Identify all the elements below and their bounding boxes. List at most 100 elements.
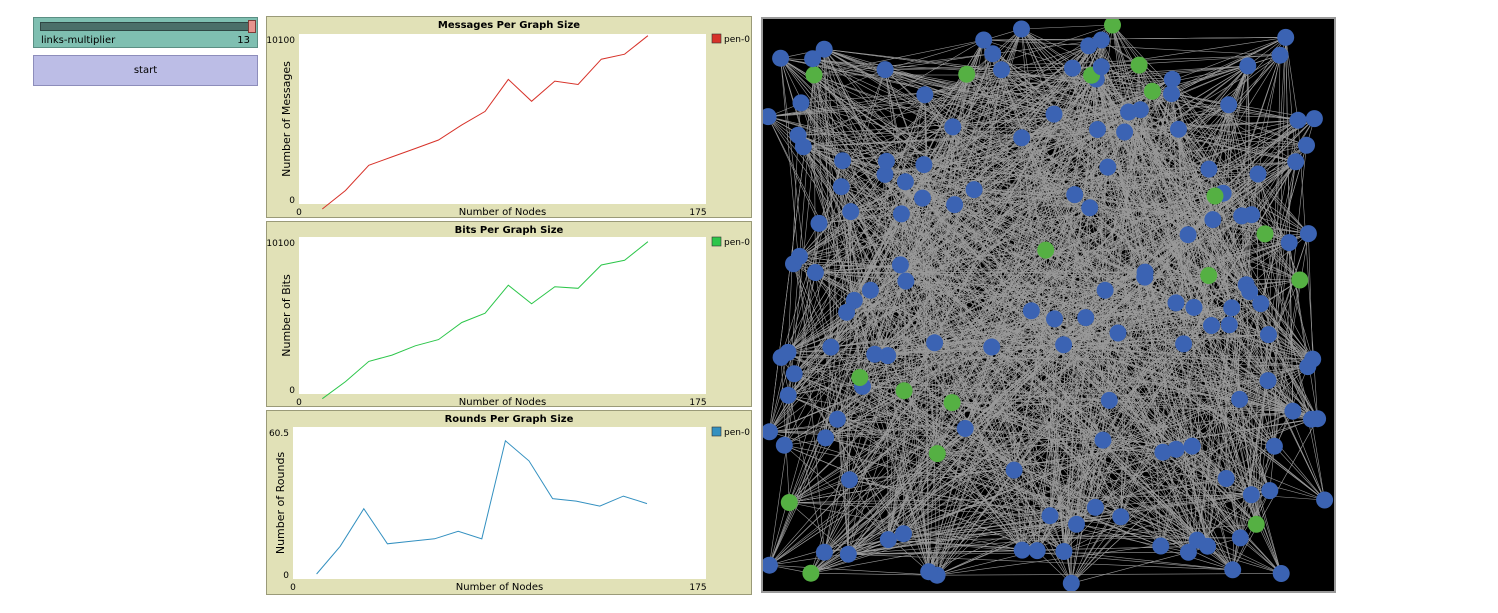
node-blue [1055, 336, 1073, 354]
node-blue [861, 281, 879, 299]
node-blue [839, 545, 857, 563]
node-green [1247, 515, 1265, 533]
node-blue [914, 189, 931, 207]
node-blue [1013, 129, 1031, 147]
node-blue [1028, 542, 1046, 560]
node-blue [956, 420, 974, 437]
node-blue [1163, 70, 1181, 88]
node-green [943, 394, 961, 412]
node-blue [791, 247, 808, 265]
slider-track[interactable] [40, 22, 253, 31]
node-blue [1046, 310, 1063, 328]
node-blue [1249, 165, 1267, 183]
node-blue [1116, 123, 1134, 141]
node-blue [1077, 309, 1095, 327]
node-blue [1277, 28, 1295, 46]
plot-area [293, 427, 706, 579]
node-blue [1086, 498, 1104, 516]
node-blue [1099, 158, 1117, 176]
node-blue [876, 61, 894, 79]
node-blue [1304, 350, 1322, 368]
node-blue [897, 272, 915, 290]
rounds-plot: 60.5 0 0 175 Number of Nodes Number of Rounds… [266, 410, 752, 595]
start-button[interactable]: start [33, 55, 258, 86]
world-view[interactable] [761, 17, 1336, 593]
node-blue [1183, 437, 1201, 455]
node-green [1143, 82, 1161, 100]
x-axis-label: Number of Nodes [459, 207, 546, 218]
node-green [1037, 241, 1055, 259]
node-blue [1167, 294, 1185, 312]
slider-thumb[interactable] [248, 20, 256, 33]
node-blue [806, 264, 824, 281]
node-blue [1013, 20, 1030, 38]
node-blue [965, 181, 983, 199]
node-blue [1089, 121, 1106, 138]
node-blue [915, 156, 933, 174]
node-blue [1152, 537, 1170, 555]
node-blue [1231, 529, 1249, 547]
node-blue [1203, 317, 1220, 334]
node-blue [944, 118, 962, 136]
node-green [780, 494, 798, 511]
node-blue [1100, 391, 1118, 409]
node-blue [1305, 110, 1323, 128]
node-blue [1252, 295, 1270, 313]
node-blue [946, 196, 964, 214]
node-blue [1179, 543, 1197, 561]
node-blue [876, 165, 894, 183]
legend-label: pen-0 [724, 35, 750, 45]
y-max-label: 10100 [267, 36, 295, 46]
node-blue [1068, 515, 1085, 533]
node-blue [896, 173, 914, 191]
node-blue [785, 365, 803, 383]
plot-title: Messages Per Graph Size [437, 20, 581, 31]
node-blue [1241, 283, 1259, 301]
node-green [1200, 267, 1218, 284]
node-blue [1096, 281, 1114, 299]
series-line-pen-0 [321, 35, 649, 210]
bits-plot: 10100 0 0 175 Number of Nodes Number of Bits p… [266, 221, 752, 408]
node-blue [1260, 326, 1277, 344]
links [767, 24, 1325, 584]
links-multiplier-slider[interactable]: links-multiplier 13 [33, 17, 258, 48]
node-blue [975, 31, 993, 49]
node-green [1130, 56, 1148, 74]
node-blue [1092, 31, 1110, 49]
node-blue [822, 338, 840, 356]
node-blue [1303, 410, 1320, 428]
y-axis-label: Number of Bits [280, 274, 293, 357]
plot-title: Rounds Per Graph Size [444, 414, 574, 425]
node-blue [763, 556, 778, 574]
node-blue [1092, 58, 1110, 76]
node-blue [1005, 461, 1023, 479]
node-blue [1239, 57, 1257, 75]
y-max-label: 60.5 [269, 429, 289, 439]
node-green [958, 65, 976, 83]
nodes [763, 19, 1334, 591]
node-blue [1200, 160, 1218, 178]
messages-plot: 10100 0 0 175 Number of Nodes Number of Messa… [266, 16, 752, 218]
node-blue [1062, 574, 1080, 591]
node-blue [1112, 508, 1130, 526]
node-blue [1170, 120, 1187, 138]
node-blue [926, 334, 944, 352]
node-blue [775, 436, 793, 454]
node-blue [1259, 372, 1277, 390]
node-blue [815, 543, 833, 561]
y-min-label: 0 [289, 386, 295, 396]
start-button-label: start [133, 65, 158, 76]
node-green [805, 66, 823, 84]
node-blue [1217, 470, 1235, 487]
y-max-label: 10100 [267, 239, 295, 249]
node-blue [815, 40, 833, 58]
node-blue [1220, 316, 1238, 334]
slider-name: links-multiplier [41, 35, 116, 46]
node-blue [810, 214, 828, 232]
node-blue [1041, 507, 1059, 525]
node-blue [1136, 268, 1154, 286]
node-blue [891, 256, 909, 274]
node-blue [1298, 136, 1315, 154]
node-blue [983, 338, 1001, 356]
network-graph [763, 19, 1334, 591]
